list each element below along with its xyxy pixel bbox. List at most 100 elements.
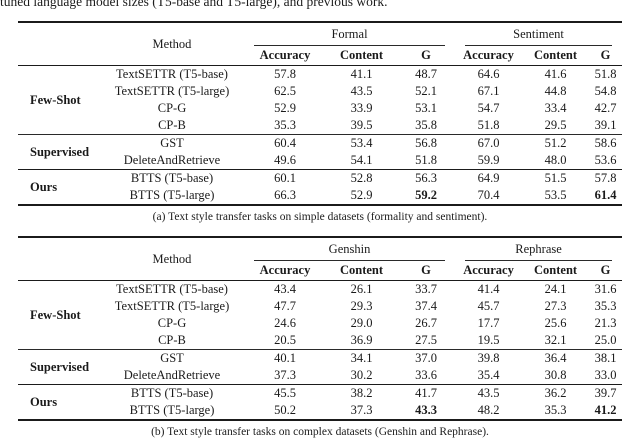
value-cell: 67.1 bbox=[477, 84, 500, 98]
value-cell: 52.1 bbox=[415, 84, 437, 98]
value-cell: 52.9 bbox=[274, 101, 296, 115]
value-cell: 44.8 bbox=[544, 84, 567, 98]
value-cell: 53.5 bbox=[544, 188, 567, 202]
value-cell: 30.2 bbox=[350, 368, 373, 382]
table-row: Ours BTTS (T5-base) 45.5 38.2 41.7 43.5 36.2 39… bbox=[18, 384, 623, 420]
value-cell: 29.0 bbox=[350, 316, 373, 330]
section-label: Few-Shot bbox=[30, 92, 81, 107]
intro-text: tuned language model sizes (T5-base and … bbox=[0, 0, 388, 9]
value-cell: 59.9 bbox=[477, 153, 500, 167]
value-cell: 33.9 bbox=[350, 101, 373, 115]
column-header: Content bbox=[339, 263, 384, 277]
section-label: Few-Shot bbox=[30, 307, 81, 322]
value-cell: 24.1 bbox=[544, 282, 567, 296]
table-row: DeleteAndRetrieve 49.6 54.1 51.8 59.9 48.0 53.… bbox=[18, 152, 622, 170]
column-header: G bbox=[421, 263, 431, 277]
table-row: CP-B 20.5 36.9 27.5 19.5 32.1 25.0 bbox=[18, 332, 622, 350]
group-header-right: Rephrase bbox=[455, 237, 622, 261]
value-cell: 33.6 bbox=[415, 368, 437, 382]
value-cell: 51.8 bbox=[477, 118, 500, 132]
method-cell: BTTS (T5-large) bbox=[129, 403, 215, 417]
method-cell: BTTS (T5-large) bbox=[129, 188, 215, 202]
value-cell: 67.0 bbox=[455, 134, 522, 152]
results-table-b: Method Genshin Rephrase Accuracy Content G Acc… bbox=[18, 236, 623, 421]
group-header-label: Sentiment bbox=[465, 27, 613, 46]
table-row: CP-G 52.9 33.9 53.1 54.7 33.4 42.7 bbox=[18, 100, 622, 117]
method-cell: CP-B bbox=[158, 333, 186, 347]
group-header-label: Genshin bbox=[254, 242, 446, 261]
value-cell: 48.0 bbox=[544, 153, 567, 167]
column-header: Accuracy bbox=[259, 48, 311, 62]
table-header: Method Genshin Rephrase Accuracy Content G Acc… bbox=[18, 237, 623, 281]
section-label: Supervised bbox=[18, 134, 100, 170]
value-cell: 37.0 bbox=[397, 349, 456, 367]
value-cell: 27.5 bbox=[415, 333, 437, 347]
header-group-row: Method Genshin Rephrase bbox=[18, 237, 622, 266]
table-row: BTTS (T5-large) 66.3 52.9 59.2 70.4 53.5 61.4 bbox=[18, 187, 622, 205]
value-cell: 38.2 bbox=[326, 384, 397, 402]
table-a-block: Method Formal Sentiment Accuracy Content G Acc… bbox=[18, 21, 623, 223]
value-cell: 33.4 bbox=[544, 101, 567, 115]
value-cell: 62.5 bbox=[274, 84, 296, 98]
table-row: Supervised GST 60.4 53.4 56.8 67.0 51.2 58.6 bbox=[18, 134, 623, 170]
value-cell: 41.6 bbox=[544, 67, 567, 81]
value-cell: 37.4 bbox=[415, 299, 437, 313]
column-header: Content bbox=[533, 48, 578, 62]
value-cell: 70.4 bbox=[477, 188, 500, 202]
value-cell: 35.3 bbox=[544, 403, 567, 417]
value-cell: 64.9 bbox=[455, 169, 522, 187]
value-cell: 35.3 bbox=[594, 299, 617, 313]
table-b-block: Method Genshin Rephrase Accuracy Content G Acc… bbox=[18, 236, 623, 438]
value-cell: 61.4 bbox=[594, 188, 617, 202]
value-cell: 41.7 bbox=[397, 384, 456, 402]
column-header: Accuracy bbox=[463, 263, 514, 277]
method-cell: DeleteAndRetrieve bbox=[123, 153, 221, 167]
value-cell: 43.5 bbox=[455, 384, 523, 402]
value-cell: 29.5 bbox=[544, 118, 567, 132]
table-row: TextSETTR (T5-large) 47.7 29.3 37.4 45.7 27.3… bbox=[18, 298, 622, 315]
table-body: Few-Shot TextSETTR (T5-base) 57.8 41.1 48.7 6… bbox=[18, 66, 623, 205]
table-row: Supervised GST 40.1 34.1 37.0 39.8 36.4 38.1 bbox=[18, 349, 623, 385]
value-cell: 27.3 bbox=[544, 299, 567, 313]
value-cell: 53.6 bbox=[594, 153, 617, 167]
table-caption-a: (a) Text style transfer tasks on simple … bbox=[152, 211, 488, 223]
method-header: Method bbox=[152, 36, 192, 51]
value-cell: 48.7 bbox=[415, 67, 437, 81]
table-row: CP-B 35.3 39.5 35.8 51.8 29.5 39.1 bbox=[18, 117, 622, 135]
value-cell: 51.8 bbox=[594, 67, 617, 81]
header-corner bbox=[18, 237, 100, 281]
table-row: DeleteAndRetrieve 37.3 30.2 33.6 35.4 30.8 33.… bbox=[18, 367, 622, 385]
value-cell: 64.6 bbox=[477, 67, 500, 81]
value-cell: 49.6 bbox=[274, 153, 296, 167]
value-cell: 39.8 bbox=[455, 349, 523, 367]
value-cell: 41.1 bbox=[350, 67, 373, 81]
value-cell: 54.1 bbox=[350, 153, 373, 167]
method-cell: DeleteAndRetrieve bbox=[123, 368, 221, 382]
method-cell: CP-G bbox=[157, 101, 187, 115]
group-header-label: Formal bbox=[254, 27, 445, 46]
table-row: Few-Shot TextSETTR (T5-base) 43.4 26.1 33.7 4… bbox=[18, 281, 622, 322]
section-label: Ours bbox=[18, 384, 100, 420]
method-cell: BTTS (T5-base) bbox=[100, 384, 244, 402]
table-row: TextSETTR (T5-large) 62.5 43.5 52.1 67.1 44.8… bbox=[18, 83, 622, 100]
column-header: Accuracy bbox=[259, 263, 311, 277]
value-cell: 58.6 bbox=[589, 134, 623, 152]
value-cell: 43.3 bbox=[415, 403, 437, 417]
column-header: Accuracy bbox=[463, 48, 514, 62]
value-cell: 57.8 bbox=[589, 169, 623, 187]
value-cell: 45.7 bbox=[477, 299, 500, 313]
column-header: G bbox=[600, 48, 611, 62]
value-cell: 45.5 bbox=[244, 384, 326, 402]
value-cell: 39.7 bbox=[589, 384, 623, 402]
table-row: Ours BTTS (T5-base) 60.1 52.8 56.3 64.9 51.5 57… bbox=[18, 169, 623, 205]
header-group-row: Method Formal Sentiment bbox=[18, 22, 622, 51]
group-header-right: Sentiment bbox=[455, 22, 622, 46]
value-cell: 56.8 bbox=[397, 134, 455, 152]
method-cell: GST bbox=[100, 349, 244, 367]
value-cell: 33.7 bbox=[415, 282, 437, 296]
value-cell: 57.8 bbox=[274, 67, 296, 81]
header-subcol-row: Accuracy Content G Accuracy Content G bbox=[18, 261, 622, 281]
value-cell: 40.1 bbox=[244, 349, 326, 367]
section-label: Supervised bbox=[18, 349, 100, 385]
value-cell: 39.1 bbox=[594, 118, 617, 132]
